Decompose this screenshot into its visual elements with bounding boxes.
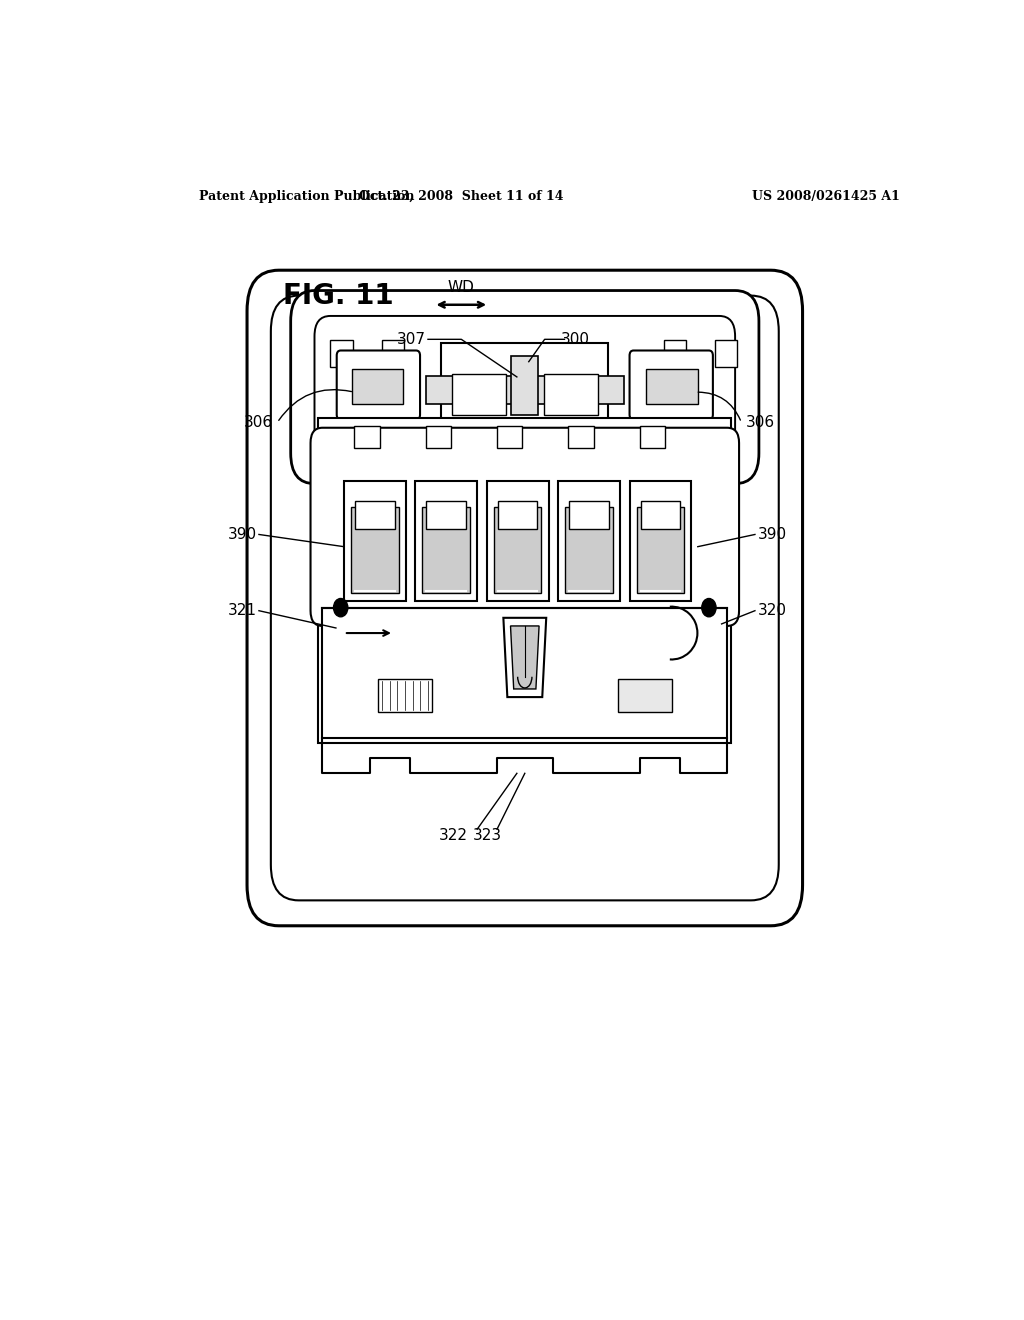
Text: FIG. 11: FIG. 11: [283, 281, 393, 310]
Text: 307: 307: [396, 331, 426, 347]
Polygon shape: [511, 626, 539, 689]
Bar: [646, 368, 697, 404]
Bar: [352, 368, 403, 404]
Text: Oct. 23, 2008  Sheet 11 of 14: Oct. 23, 2008 Sheet 11 of 14: [359, 190, 563, 202]
Text: WD: WD: [447, 280, 475, 294]
Bar: [382, 341, 404, 367]
Bar: [452, 374, 506, 414]
FancyBboxPatch shape: [247, 271, 803, 925]
Bar: [426, 376, 624, 404]
Text: 321: 321: [227, 603, 257, 618]
Bar: [498, 500, 538, 529]
Bar: [511, 355, 539, 414]
Bar: [351, 507, 398, 594]
Text: 320: 320: [758, 603, 786, 618]
Text: 322: 322: [438, 828, 468, 843]
Text: 300: 300: [560, 331, 590, 347]
Bar: [664, 341, 686, 367]
Text: 306: 306: [745, 416, 774, 430]
Bar: [544, 374, 598, 414]
Text: 306: 306: [244, 416, 273, 430]
Bar: [423, 507, 470, 594]
Bar: [416, 480, 477, 601]
Bar: [497, 426, 522, 447]
Bar: [641, 500, 680, 529]
Bar: [715, 341, 737, 367]
Bar: [486, 480, 549, 601]
Bar: [378, 678, 432, 713]
Bar: [426, 426, 451, 447]
Text: 390: 390: [758, 527, 786, 543]
Bar: [441, 343, 608, 425]
FancyBboxPatch shape: [630, 351, 713, 420]
Bar: [637, 507, 684, 594]
Bar: [494, 507, 542, 594]
Bar: [558, 480, 621, 601]
Bar: [355, 500, 394, 529]
Polygon shape: [504, 618, 546, 697]
Bar: [344, 480, 406, 601]
Bar: [354, 426, 380, 447]
Text: 323: 323: [473, 828, 503, 843]
Text: 390: 390: [227, 527, 257, 543]
Bar: [318, 417, 731, 743]
Bar: [568, 426, 594, 447]
Bar: [565, 507, 613, 594]
Bar: [617, 678, 672, 713]
FancyBboxPatch shape: [310, 428, 739, 626]
Circle shape: [701, 598, 716, 616]
Bar: [640, 426, 666, 447]
FancyBboxPatch shape: [337, 351, 420, 420]
Bar: [630, 480, 691, 601]
Circle shape: [334, 598, 348, 616]
Text: Patent Application Publication: Patent Application Publication: [200, 190, 415, 202]
Bar: [426, 500, 466, 529]
Bar: [569, 500, 609, 529]
FancyBboxPatch shape: [291, 290, 759, 483]
Bar: [331, 341, 352, 367]
Bar: [323, 607, 727, 738]
Text: US 2008/0261425 A1: US 2008/0261425 A1: [753, 190, 900, 202]
